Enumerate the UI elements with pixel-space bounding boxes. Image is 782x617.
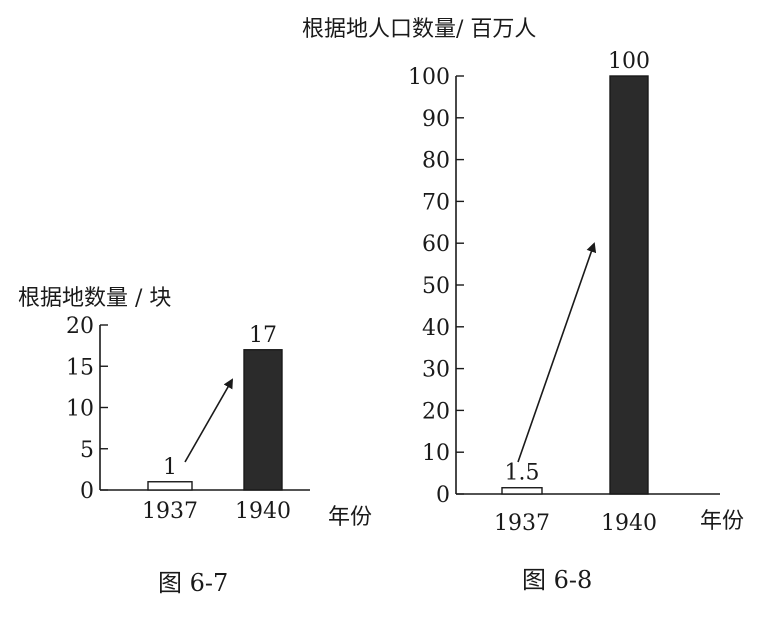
chart2-y-tick-label: 90 — [422, 107, 450, 132]
chart2-y-tick-label: 10 — [422, 441, 450, 466]
chart1-value-label: 1 — [163, 455, 177, 480]
chart1-category-label: 1940 — [235, 499, 291, 524]
chart1-trend-arrow — [184, 378, 233, 463]
chart1-y-tick-label: 5 — [80, 438, 94, 463]
chart1-xlabel: 年份 — [328, 505, 372, 530]
chart1-caption: 图 6-7 — [158, 569, 228, 597]
chart2-plot: 0 10 20 30 40 50 60 70 80 90 100 1.5 1937 100 1940 — [408, 49, 720, 536]
chart1-y-tick-label: 10 — [66, 397, 94, 422]
chart1-plot: 0 5 10 15 20 1 1937 17 1940 — [66, 314, 310, 524]
chart2-y-tick-label: 70 — [422, 190, 450, 215]
chart2-y-tick-label: 100 — [408, 65, 450, 90]
chart2-caption: 图 6-8 — [522, 566, 592, 594]
chart2-y-tick-label: 80 — [422, 149, 450, 174]
chart1-value-label: 17 — [249, 323, 277, 348]
chart1-y-tick-label: 0 — [80, 479, 94, 504]
chart2-y-tick-label: 20 — [422, 399, 450, 424]
chart2-category-label: 1940 — [601, 511, 657, 536]
chart2-value-label: 100 — [608, 49, 650, 74]
chart2-bar-1940 — [609, 75, 649, 495]
chart1-y-tick-label: 15 — [66, 355, 94, 380]
chart2-ylabel: 根据地人口数量/ 百万人 — [302, 17, 536, 42]
chart2-trend-arrow — [517, 242, 597, 463]
chart2-y-tick-label: 40 — [422, 316, 450, 341]
chart2-y-tick-label: 0 — [436, 483, 450, 508]
chart2-bar-1937 — [501, 487, 543, 495]
chart1-bar-1940 — [243, 349, 283, 491]
chart2-y-tick-label: 30 — [422, 358, 450, 383]
chart2-value-label: 1.5 — [505, 461, 540, 486]
chart2-category-label: 1937 — [494, 511, 550, 536]
chart1-bar-1937 — [147, 481, 193, 491]
chart1-category-label: 1937 — [142, 499, 198, 524]
chart2-y-tick-label: 50 — [422, 274, 450, 299]
chart1-y-tick-label: 20 — [66, 314, 94, 339]
chart1-ylabel: 根据地数量 / 块 — [18, 286, 171, 311]
chart2-y-tick-label: 60 — [422, 232, 450, 257]
chart2-xlabel: 年份 — [700, 509, 744, 534]
